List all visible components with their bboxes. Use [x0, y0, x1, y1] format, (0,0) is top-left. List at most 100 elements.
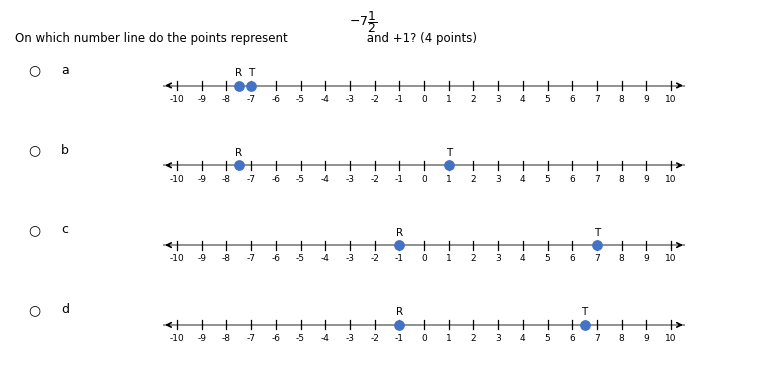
Text: and +1? (4 points): and +1? (4 points)	[363, 32, 477, 45]
Text: -3: -3	[345, 255, 354, 263]
Point	[393, 242, 406, 248]
Text: -2: -2	[371, 255, 379, 263]
Text: 6: 6	[569, 175, 575, 184]
Text: -1: -1	[395, 255, 404, 263]
Text: $-7\dfrac{1}{2}$: $-7\dfrac{1}{2}$	[348, 10, 377, 35]
Text: 0: 0	[421, 95, 427, 104]
Text: 2: 2	[471, 95, 476, 104]
Text: -6: -6	[271, 175, 280, 184]
Text: T: T	[594, 228, 600, 238]
Text: 8: 8	[619, 334, 624, 343]
Text: 7: 7	[594, 334, 600, 343]
Text: 3: 3	[495, 255, 501, 263]
Text: R: R	[396, 228, 403, 238]
Text: 5: 5	[545, 175, 550, 184]
Text: -5: -5	[296, 334, 305, 343]
Text: 1: 1	[446, 175, 452, 184]
Text: -9: -9	[197, 334, 206, 343]
Text: 4: 4	[520, 255, 526, 263]
Text: R: R	[235, 148, 242, 158]
Text: ○: ○	[28, 143, 40, 157]
Point	[233, 162, 245, 168]
Text: -9: -9	[197, 255, 206, 263]
Text: T: T	[445, 148, 452, 158]
Text: On which number line do the points represent: On which number line do the points repre…	[15, 32, 288, 45]
Text: 7: 7	[594, 95, 600, 104]
Text: -6: -6	[271, 334, 280, 343]
Text: 4: 4	[520, 334, 526, 343]
Text: -7: -7	[247, 175, 256, 184]
Text: -10: -10	[170, 334, 184, 343]
Text: 10: 10	[665, 334, 677, 343]
Text: a: a	[61, 64, 69, 77]
Text: c: c	[61, 223, 68, 236]
Text: 10: 10	[665, 95, 677, 104]
Text: ○: ○	[28, 223, 40, 237]
Text: -7: -7	[247, 255, 256, 263]
Text: 7: 7	[594, 175, 600, 184]
Point	[233, 82, 245, 89]
Text: -5: -5	[296, 95, 305, 104]
Text: -7: -7	[247, 95, 256, 104]
Text: 1: 1	[446, 255, 452, 263]
Text: 9: 9	[643, 95, 649, 104]
Text: 3: 3	[495, 334, 501, 343]
Text: 4: 4	[520, 175, 526, 184]
Text: -7: -7	[247, 334, 256, 343]
Text: 6: 6	[569, 334, 575, 343]
Text: b: b	[61, 144, 69, 157]
Text: -4: -4	[321, 255, 329, 263]
Text: -2: -2	[371, 175, 379, 184]
Text: 3: 3	[495, 175, 501, 184]
Text: 2: 2	[471, 255, 476, 263]
Point	[245, 82, 257, 89]
Text: 2: 2	[471, 175, 476, 184]
Text: 1: 1	[446, 334, 452, 343]
Text: 8: 8	[619, 255, 624, 263]
Text: -1: -1	[395, 95, 404, 104]
Text: 4: 4	[520, 95, 526, 104]
Text: -5: -5	[296, 255, 305, 263]
Text: -1: -1	[395, 334, 404, 343]
Text: 8: 8	[619, 175, 624, 184]
Text: 9: 9	[643, 255, 649, 263]
Text: -3: -3	[345, 175, 354, 184]
Text: -1: -1	[395, 175, 404, 184]
Text: 0: 0	[421, 175, 427, 184]
Text: -10: -10	[170, 95, 184, 104]
Text: -2: -2	[371, 95, 379, 104]
Text: T: T	[581, 307, 588, 318]
Text: -4: -4	[321, 175, 329, 184]
Text: 5: 5	[545, 255, 550, 263]
Text: -8: -8	[222, 255, 231, 263]
Text: T: T	[248, 68, 254, 78]
Point	[591, 242, 603, 248]
Text: -4: -4	[321, 95, 329, 104]
Text: -8: -8	[222, 95, 231, 104]
Text: -8: -8	[222, 175, 231, 184]
Text: d: d	[61, 303, 69, 316]
Text: 9: 9	[643, 334, 649, 343]
Text: -10: -10	[170, 255, 184, 263]
Point	[442, 162, 455, 168]
Text: ○: ○	[28, 303, 40, 317]
Text: 8: 8	[619, 95, 624, 104]
Text: -6: -6	[271, 95, 280, 104]
Text: 7: 7	[594, 255, 600, 263]
Text: 0: 0	[421, 255, 427, 263]
Text: 1: 1	[446, 95, 452, 104]
Text: -10: -10	[170, 175, 184, 184]
Text: -2: -2	[371, 334, 379, 343]
Text: 9: 9	[643, 175, 649, 184]
Text: 5: 5	[545, 334, 550, 343]
Text: -3: -3	[345, 95, 354, 104]
Point	[578, 322, 591, 328]
Text: 5: 5	[545, 95, 550, 104]
Text: -5: -5	[296, 175, 305, 184]
Text: 10: 10	[665, 255, 677, 263]
Point	[393, 322, 406, 328]
Text: 6: 6	[569, 255, 575, 263]
Text: R: R	[396, 307, 403, 318]
Text: -6: -6	[271, 255, 280, 263]
Text: -3: -3	[345, 334, 354, 343]
